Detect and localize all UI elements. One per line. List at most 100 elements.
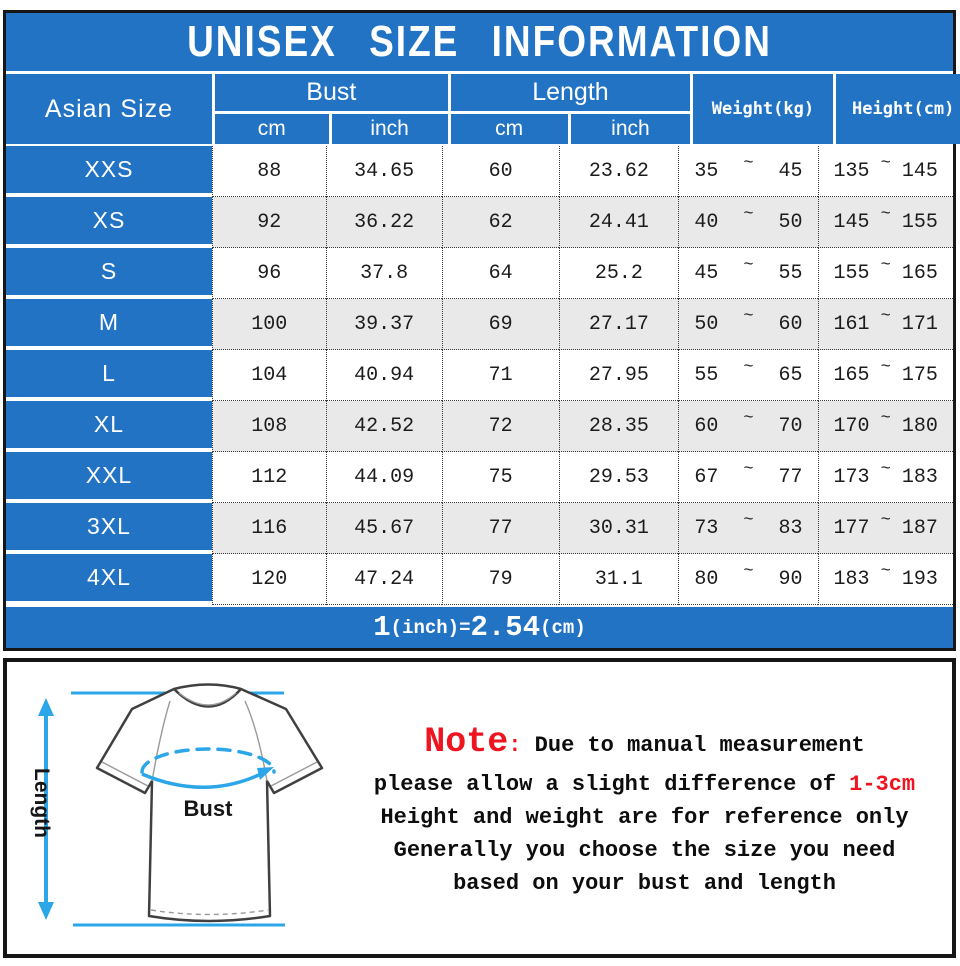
length-inch-cell: 27.17 [558, 299, 679, 350]
bust-inch-cell: 39.37 [325, 299, 442, 350]
length-cm-cell: 72 [441, 401, 559, 452]
col-header-height: Height(cm) [835, 74, 960, 144]
height-min: 173 [833, 465, 870, 489]
height-max: 175 [901, 363, 938, 387]
bust-cm-cell: 116 [211, 503, 326, 554]
inch-cm-conversion: 1 (inch)= 2.54 (cm) [6, 607, 953, 648]
height-min: 183 [833, 567, 870, 591]
tshirt-measurement-diagram: Length Bust [30, 683, 324, 927]
weight-max: 55 [778, 261, 803, 285]
subcol-bust-cm: cm [214, 114, 329, 144]
height-range-cell: 183 ~ 193 [817, 554, 953, 605]
note-colon: : [508, 733, 535, 758]
height-max: 193 [901, 567, 938, 591]
size-label: 4XL [6, 554, 212, 605]
length-cm-cell: 75 [441, 452, 559, 503]
page-title-text: UNISEX SIZE INFORMATION [187, 17, 772, 66]
weight-max: 60 [778, 312, 803, 336]
bust-cm-cell: 88 [211, 146, 326, 197]
height-range-cell: 177 ~ 187 [817, 503, 953, 554]
weight-min: 60 [694, 414, 719, 438]
conv-one: 1 [373, 611, 391, 644]
bust-inch-cell: 42.52 [325, 401, 442, 452]
weight-min: 35 [694, 159, 719, 183]
bust-arrowhead [257, 767, 274, 780]
height-min: 135 [833, 159, 870, 183]
bust-cm-cell: 96 [211, 248, 326, 299]
length-inch-cell: 25.2 [558, 248, 679, 299]
size-label: 3XL [6, 503, 212, 554]
weight-min: 50 [694, 312, 719, 336]
tilde: ~ [880, 204, 891, 224]
tilde: ~ [743, 255, 754, 275]
height-min: 161 [833, 312, 870, 336]
weight-range-cell: 73 ~ 83 [678, 503, 818, 554]
length-cm-cell: 64 [441, 248, 559, 299]
size-label: XXS [6, 146, 212, 197]
length-inch-cell: 23.62 [558, 146, 679, 197]
subcol-length-inch: inch [570, 114, 691, 144]
bust-inch-cell: 45.67 [325, 503, 442, 554]
tilde: ~ [880, 357, 891, 377]
weight-min: 67 [694, 465, 719, 489]
bust-inch-cell: 34.65 [325, 146, 442, 197]
length-arrow [38, 698, 54, 920]
tilde: ~ [743, 459, 754, 479]
size-table-block: UNISEX SIZE INFORMATION Asian Size Bust … [3, 10, 960, 651]
tilde: ~ [743, 561, 754, 581]
weight-range-cell: 80 ~ 90 [678, 554, 818, 605]
height-max: 155 [901, 210, 938, 234]
length-inch-cell: 27.95 [558, 350, 679, 401]
bust-cm-cell: 112 [211, 452, 326, 503]
height-range-cell: 173 ~ 183 [817, 452, 953, 503]
length-cm-cell: 79 [441, 554, 559, 605]
weight-max: 70 [778, 414, 803, 438]
weight-min: 73 [694, 516, 719, 540]
height-range-cell: 155 ~ 165 [817, 248, 953, 299]
bust-cm-cell: 104 [211, 350, 326, 401]
bust-cm-cell: 100 [211, 299, 326, 350]
measurement-diagram-block: Length Bust No [3, 658, 956, 958]
height-range-cell: 170 ~ 180 [817, 401, 953, 452]
col-header-weight: Weight(kg) [693, 74, 833, 144]
note-line-2-text: please allow a slight difference of [373, 772, 850, 797]
bust-measure [140, 747, 276, 789]
length-cm-cell: 69 [441, 299, 559, 350]
bust-cm-cell: 120 [211, 554, 326, 605]
weight-range-cell: 60 ~ 70 [678, 401, 818, 452]
tilde: ~ [743, 510, 754, 530]
weight-min: 80 [694, 567, 719, 591]
bust-inch-cell: 44.09 [325, 452, 442, 503]
size-label: S [6, 248, 212, 299]
col-header-bust: Bust [214, 74, 448, 111]
tilde: ~ [880, 561, 891, 581]
size-label: L [6, 350, 212, 401]
col-header-asian-size: Asian Size [6, 74, 212, 144]
weight-max: 77 [778, 465, 803, 489]
note-line-3: Height and weight are for reference only [380, 805, 909, 830]
weight-min: 40 [694, 210, 719, 234]
height-min: 155 [833, 261, 870, 285]
height-range-cell: 161 ~ 171 [817, 299, 953, 350]
height-range-cell: 145 ~ 155 [817, 197, 953, 248]
weight-max: 45 [778, 159, 803, 183]
bust-inch-cell: 47.24 [325, 554, 442, 605]
page-title: UNISEX SIZE INFORMATION [6, 13, 953, 71]
weight-range-cell: 55 ~ 65 [678, 350, 818, 401]
tshirt-outline [95, 683, 324, 923]
weight-range-cell: 35 ~ 45 [678, 146, 818, 197]
tilde: ~ [880, 306, 891, 326]
weight-range-cell: 40 ~ 50 [678, 197, 818, 248]
tilde: ~ [743, 204, 754, 224]
subcol-length-cm: cm [450, 114, 568, 144]
weight-max: 50 [778, 210, 803, 234]
tilde: ~ [743, 357, 754, 377]
size-label: M [6, 299, 212, 350]
height-max: 180 [901, 414, 938, 438]
weight-max: 90 [778, 567, 803, 591]
weight-range-cell: 50 ~ 60 [678, 299, 818, 350]
tilde: ~ [880, 153, 891, 173]
tilde: ~ [880, 408, 891, 428]
height-min: 145 [833, 210, 870, 234]
